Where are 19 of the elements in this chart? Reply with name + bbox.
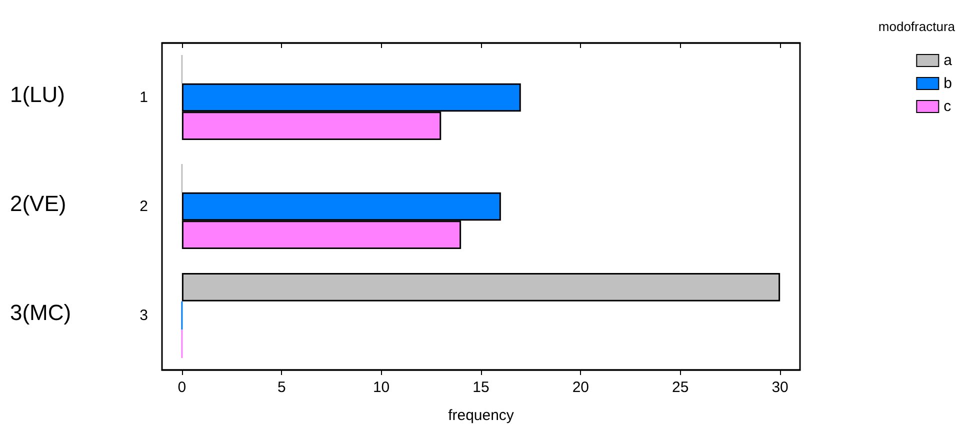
x-axis-title: frequency — [448, 407, 514, 424]
x-tick-label: 10 — [372, 379, 390, 396]
legend-title: modofractura — [878, 19, 956, 34]
y-tick-label: 3 — [140, 307, 148, 324]
x-tick-label: 5 — [277, 379, 286, 396]
bar — [182, 272, 780, 302]
y-tick-label: 1 — [140, 89, 148, 106]
x-tick-label: 25 — [672, 379, 689, 396]
x-tick-label: 20 — [572, 379, 590, 396]
text: 1(LU) — [10, 82, 66, 107]
text: 2(VE) — [10, 191, 66, 216]
legend-label: c — [944, 98, 952, 115]
x-tick-label: 15 — [472, 379, 490, 396]
legend-label: a — [944, 52, 953, 69]
x-tick-label: 0 — [178, 379, 186, 396]
legend-label: b — [944, 75, 952, 92]
text: 3(MC) — [10, 300, 72, 325]
y-tick-label: 2 — [140, 198, 148, 215]
x-tick-label: 30 — [772, 379, 788, 396]
